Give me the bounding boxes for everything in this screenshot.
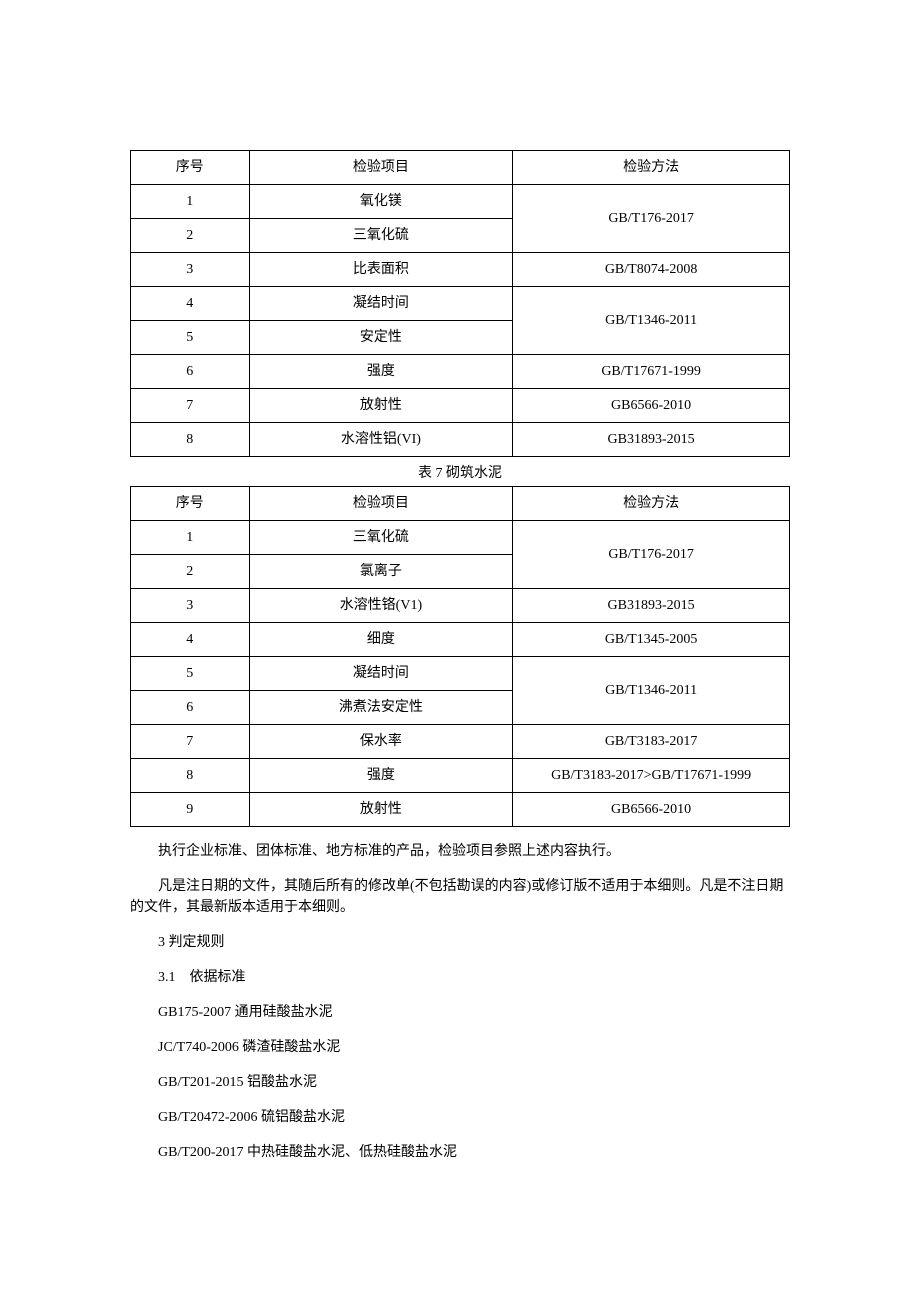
paragraph-dated-docs: 凡是注日期的文件，其随后所有的修改单(不包括勘误的内容)或修订版不适用于本细则。… bbox=[130, 876, 790, 918]
cell-method: GB31893-2015 bbox=[513, 423, 790, 457]
cell-seq: 7 bbox=[131, 725, 250, 759]
header-item: 检验项目 bbox=[249, 151, 513, 185]
cell-method: GB/T176-2017 bbox=[513, 521, 790, 589]
cell-item: 细度 bbox=[249, 623, 513, 657]
cell-method: GB/T3183-2017 bbox=[513, 725, 790, 759]
cell-seq: 3 bbox=[131, 253, 250, 287]
cell-item: 三氧化硫 bbox=[249, 521, 513, 555]
header-method: 检验方法 bbox=[513, 487, 790, 521]
cell-seq: 9 bbox=[131, 793, 250, 827]
cell-item: 凝结时间 bbox=[249, 287, 513, 321]
cell-method: GB/T1346-2011 bbox=[513, 287, 790, 355]
cell-seq: 2 bbox=[131, 219, 250, 253]
header-seq: 序号 bbox=[131, 487, 250, 521]
table2-caption: 表 7 砌筑水泥 bbox=[130, 463, 790, 484]
cell-method: GB/T8074-2008 bbox=[513, 253, 790, 287]
cell-item: 氧化镁 bbox=[249, 185, 513, 219]
cell-seq: 2 bbox=[131, 555, 250, 589]
cell-item: 放射性 bbox=[249, 793, 513, 827]
section-3-heading: 3 判定规则 bbox=[158, 932, 790, 953]
cell-item: 比表面积 bbox=[249, 253, 513, 287]
cell-method: GB/T3183-2017>GB/T17671-1999 bbox=[513, 759, 790, 793]
header-method: 检验方法 bbox=[513, 151, 790, 185]
cell-item: 水溶性铬(V1) bbox=[249, 589, 513, 623]
cell-seq: 4 bbox=[131, 287, 250, 321]
inspection-table-1: 序号 检验项目 检验方法 1 氧化镁 GB/T176-2017 2 三氧化硫 3… bbox=[130, 150, 790, 457]
cell-seq: 7 bbox=[131, 389, 250, 423]
cell-seq: 8 bbox=[131, 759, 250, 793]
standard-ref: GB/T20472-2006 硫铝酸盐水泥 bbox=[158, 1107, 790, 1128]
table-row: 9 放射性 GB6566-2010 bbox=[131, 793, 790, 827]
cell-seq: 6 bbox=[131, 355, 250, 389]
cell-item: 安定性 bbox=[249, 321, 513, 355]
cell-seq: 1 bbox=[131, 185, 250, 219]
cell-method: GB/T1345-2005 bbox=[513, 623, 790, 657]
cell-method: GB/T1346-2011 bbox=[513, 657, 790, 725]
table-row: 7 放射性 GB6566-2010 bbox=[131, 389, 790, 423]
cell-item: 凝结时间 bbox=[249, 657, 513, 691]
cell-item: 氯离子 bbox=[249, 555, 513, 589]
table-row: 4 细度 GB/T1345-2005 bbox=[131, 623, 790, 657]
paragraph-exec-std: 执行企业标准、团体标准、地方标准的产品，检验项目参照上述内容执行。 bbox=[130, 841, 790, 862]
cell-item: 强度 bbox=[249, 355, 513, 389]
table-row: 7 保水率 GB/T3183-2017 bbox=[131, 725, 790, 759]
cell-seq: 3 bbox=[131, 589, 250, 623]
table-row: 1 氧化镁 GB/T176-2017 bbox=[131, 185, 790, 219]
table-row: 3 水溶性铬(V1) GB31893-2015 bbox=[131, 589, 790, 623]
cell-item: 水溶性铝(VI) bbox=[249, 423, 513, 457]
table-row: 8 强度 GB/T3183-2017>GB/T17671-1999 bbox=[131, 759, 790, 793]
table-row: 3 比表面积 GB/T8074-2008 bbox=[131, 253, 790, 287]
cell-method: GB/T17671-1999 bbox=[513, 355, 790, 389]
cell-seq: 8 bbox=[131, 423, 250, 457]
standard-ref: GB/T201-2015 铝酸盐水泥 bbox=[158, 1072, 790, 1093]
table-row: 8 水溶性铝(VI) GB31893-2015 bbox=[131, 423, 790, 457]
standard-ref: GB/T200-2017 中热硅酸盐水泥、低热硅酸盐水泥 bbox=[158, 1142, 790, 1163]
cell-seq: 4 bbox=[131, 623, 250, 657]
standard-ref: JC/T740-2006 磷渣硅酸盐水泥 bbox=[158, 1037, 790, 1058]
section-3-1-heading: 3.1 依据标准 bbox=[158, 967, 790, 988]
cell-method: GB6566-2010 bbox=[513, 793, 790, 827]
cell-item: 三氧化硫 bbox=[249, 219, 513, 253]
cell-method: GB6566-2010 bbox=[513, 389, 790, 423]
standard-ref: GB175-2007 通用硅酸盐水泥 bbox=[158, 1002, 790, 1023]
table-row: 1 三氧化硫 GB/T176-2017 bbox=[131, 521, 790, 555]
cell-seq: 5 bbox=[131, 321, 250, 355]
cell-item: 沸煮法安定性 bbox=[249, 691, 513, 725]
cell-item: 强度 bbox=[249, 759, 513, 793]
table-row: 6 强度 GB/T17671-1999 bbox=[131, 355, 790, 389]
cell-item: 放射性 bbox=[249, 389, 513, 423]
table-header-row: 序号 检验项目 检验方法 bbox=[131, 151, 790, 185]
table-header-row: 序号 检验项目 检验方法 bbox=[131, 487, 790, 521]
cell-item: 保水率 bbox=[249, 725, 513, 759]
cell-seq: 6 bbox=[131, 691, 250, 725]
cell-seq: 1 bbox=[131, 521, 250, 555]
cell-method: GB31893-2015 bbox=[513, 589, 790, 623]
cell-seq: 5 bbox=[131, 657, 250, 691]
table-row: 4 凝结时间 GB/T1346-2011 bbox=[131, 287, 790, 321]
cell-method: GB/T176-2017 bbox=[513, 185, 790, 253]
table-row: 5 凝结时间 GB/T1346-2011 bbox=[131, 657, 790, 691]
inspection-table-2: 序号 检验项目 检验方法 1 三氧化硫 GB/T176-2017 2 氯离子 3… bbox=[130, 486, 790, 827]
header-item: 检验项目 bbox=[249, 487, 513, 521]
header-seq: 序号 bbox=[131, 151, 250, 185]
